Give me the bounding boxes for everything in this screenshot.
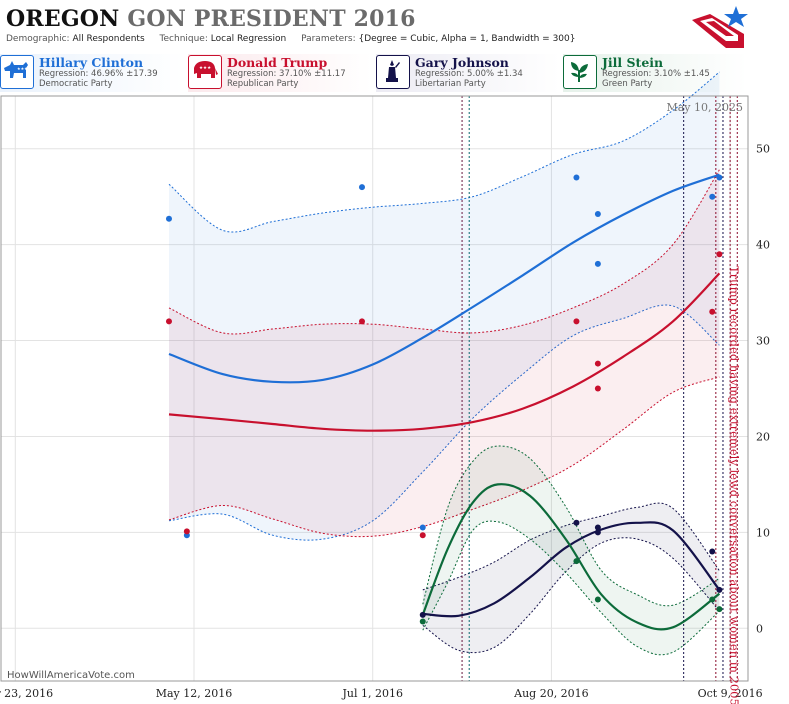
band-lower-jill-stein [422,520,720,656]
fit-line-donald-trump [168,272,721,432]
poll-point-hillary-clinton [358,184,365,191]
y-tick-label: 10 [756,526,770,539]
poll-points [165,174,723,625]
poll-point-hillary-clinton [716,174,723,181]
parameters-label: Parameters: [301,34,356,44]
x-tick-label: Aug 20, 2016 [513,687,589,700]
liberty-icon [376,55,410,89]
legend-item-clinton[interactable]: ★★★ Hillary Clinton Regression: 46.96% ±… [0,54,184,92]
title-rest: GON PRESIDENT 2016 [127,6,416,32]
leaf-icon [563,55,597,89]
x-tick-label: May 12, 2016 [156,687,233,700]
band-donald-trump [169,169,720,537]
chart-header: OREGON GON PRESIDENT 2016 Demographic: A… [0,0,789,52]
watermark-text: HowWillAmericaVote.com [7,670,135,681]
poll-point-donald-trump [573,318,580,325]
event-lines [461,96,738,681]
legend-party: Republican Party [227,79,299,89]
chart-parameters: Demographic: All Respondents Technique: … [6,34,575,44]
legend-party: Libertarian Party [415,79,486,89]
y-tick-label: 0 [756,622,763,635]
legend-name: Hillary Clinton [39,55,144,70]
demographic-value: All Respondents [72,34,145,44]
poll-point-hillary-clinton [709,193,716,200]
band-jill-stein [422,445,720,655]
x-tick-label: Mar 23, 2016 [0,687,53,700]
fit-line-gary-johnson [422,521,721,618]
fit-line-jill-stein [421,483,721,631]
band-lower-hillary-clinton [168,304,720,541]
poll-point-gary-johnson [419,611,426,618]
regression-lines [168,173,721,631]
poll-point-hillary-clinton [165,215,172,222]
plot-frame [0,95,749,682]
legend-item-trump[interactable]: ★★★ Donald Trump Regression: 37.10% ±11.… [188,54,372,92]
title-state: OREGON [6,6,120,32]
site-logo-icon [692,6,748,48]
poll-point-gary-johnson [716,586,723,593]
date-stamp: May 10, 2025 [666,101,743,114]
candidate-legend: ★★★ Hillary Clinton Regression: 46.96% ±… [0,54,789,94]
band-lower-gary-johnson [422,537,720,654]
poll-point-donald-trump [419,532,426,539]
band-gary-johnson [422,503,720,653]
y-tick-label: 40 [756,239,770,252]
band-upper-donald-trump [168,169,720,335]
legend-item-johnson[interactable]: Gary Johnson Regression: 5.00% ±1.34 Lib… [376,54,560,92]
legend-item-stein[interactable]: Jill Stein Regression: 3.10% ±1.45 Green… [563,54,747,92]
poll-point-donald-trump [716,251,723,258]
x-tick-label: Jul 1, 2016 [341,687,403,700]
poll-point-gary-johnson [709,548,716,555]
poll-point-hillary-clinton [594,260,601,267]
confidence-bands [168,71,720,656]
event-annotation: Trump recorded having extremely lewd con… [728,266,742,704]
technique-value: Local Regression [210,34,287,44]
poll-point-jill-stein [716,606,723,613]
svg-text:★★★: ★★★ [17,66,28,71]
poll-point-donald-trump [358,318,365,325]
chart-title: OREGON GON PRESIDENT 2016 [6,6,416,32]
technique-label: Technique: [159,34,208,44]
legend-name: Gary Johnson [415,55,509,70]
poll-point-gary-johnson [594,524,601,531]
poll-point-jill-stein [573,558,580,565]
poll-point-jill-stein [709,596,716,603]
legend-name: Jill Stein [602,55,664,70]
legend-party: Green Party [602,79,653,89]
chart-grid [1,96,748,681]
y-tick-label: 30 [756,335,770,348]
poll-point-donald-trump [165,318,172,325]
band-hillary-clinton [169,72,720,541]
legend-regression: Regression: 5.00% ±1.34 [415,69,523,79]
legend-party: Democratic Party [39,79,113,89]
chart-axes: 0 10 20 30 40 50 Mar 23, 2016 May 12, 2016 Jul 1… [0,95,770,700]
svg-text:★★★: ★★★ [199,65,211,71]
y-tick-label: 20 [756,430,770,443]
poll-point-donald-trump [594,385,601,392]
x-tick-label: Oct 9, 2016 [698,687,763,700]
poll-point-gary-johnson [594,529,601,536]
elephant-icon: ★★★ [188,55,222,89]
poll-point-hillary-clinton [419,524,426,531]
fit-line-hillary-clinton [168,173,720,384]
legend-regression: Regression: 3.10% ±1.45 [602,69,710,79]
poll-point-donald-trump [709,308,716,315]
poll-point-jill-stein [594,596,601,603]
parameters-value: {Degree = Cubic, Alpha = 1, Bandwidth = … [358,34,576,44]
poll-point-gary-johnson [573,519,580,526]
poll-point-donald-trump [594,360,601,367]
y-tick-label: 50 [756,143,770,156]
legend-name: Donald Trump [227,55,328,70]
legend-regression: Regression: 37.10% ±11.17 [227,69,346,79]
poll-point-jill-stein [419,618,426,625]
poll-point-hillary-clinton [573,174,580,181]
demographic-label: Demographic: [6,34,70,44]
band-upper-hillary-clinton [168,71,720,233]
poll-point-donald-trump [183,528,190,535]
legend-regression: Regression: 46.96% ±17.39 [39,69,158,79]
poll-point-hillary-clinton [594,210,601,217]
donkey-icon: ★★★ [0,55,34,89]
